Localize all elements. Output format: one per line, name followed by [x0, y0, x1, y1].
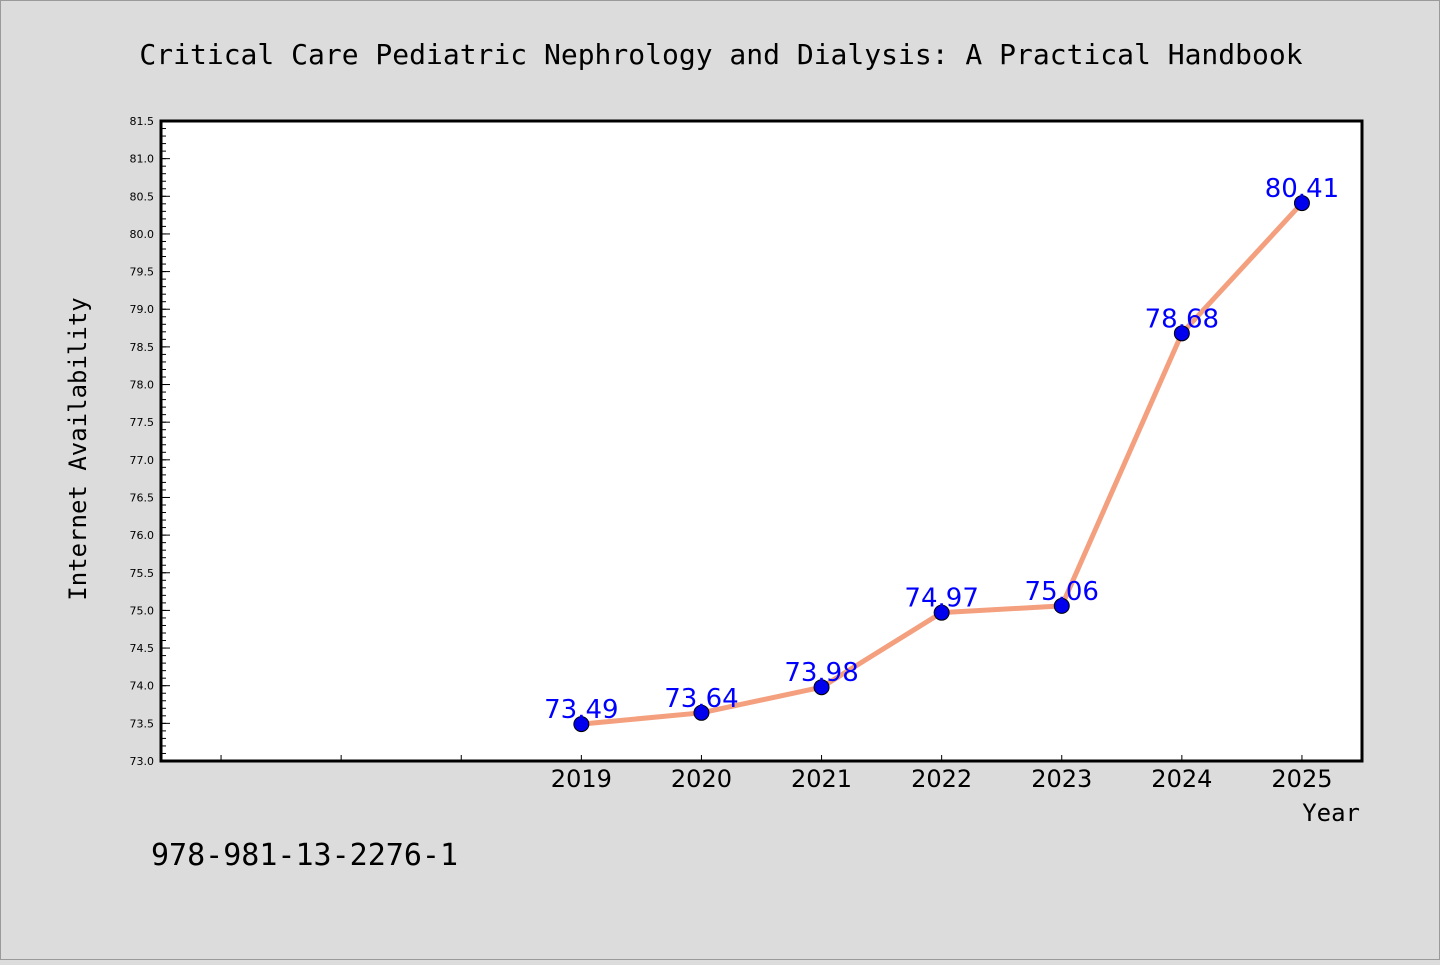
data-label: 73.64	[664, 684, 738, 714]
x-tick-label: 2020	[671, 765, 732, 793]
y-tick-label: 75.0	[130, 604, 155, 617]
x-tick-label: 2024	[1151, 765, 1212, 793]
y-tick-label: 77.5	[130, 416, 155, 429]
y-tick-label: 76.0	[130, 529, 155, 542]
x-tick-label: 2023	[1031, 765, 1092, 793]
y-tick-label: 76.5	[130, 491, 155, 504]
data-label: 78.68	[1145, 304, 1219, 334]
y-tick-label: 80.5	[130, 190, 155, 203]
data-point	[933, 604, 950, 621]
data-label: 73.49	[544, 695, 618, 725]
x-tick-label: 2025	[1271, 765, 1332, 793]
y-tick-label: 73.5	[130, 717, 155, 730]
y-tick-label: 80.0	[130, 228, 155, 241]
data-point	[1293, 195, 1310, 212]
x-axis-label: Year	[1302, 799, 1360, 827]
plot-area	[159, 119, 1364, 763]
data-point	[1053, 597, 1070, 614]
x-tick-label: 2022	[911, 765, 972, 793]
y-tick-label: 78.5	[130, 341, 155, 354]
x-tick-label: 2021	[791, 765, 852, 793]
data-point	[813, 679, 830, 696]
chart-title: Critical Care Pediatric Nephrology and D…	[139, 38, 1302, 71]
y-tick-label: 81.0	[130, 153, 155, 166]
data-point	[573, 716, 590, 733]
y-axis: 73.0 73.5 74.0 74.5 75.0 75.5 76.0 76.5 77.0 77.5…	[130, 115, 170, 768]
y-tick-label: 81.5	[130, 115, 155, 128]
y-tick-label: 79.5	[130, 266, 155, 279]
y-tick-label: 77.0	[130, 454, 155, 467]
isbn-text: 978-981-13-2276-1	[151, 838, 458, 873]
data-label: 74.97	[904, 584, 978, 614]
y-tick-label: 75.5	[130, 567, 155, 580]
data-labels: 73.49 73.64 73.98 74.97 75.06 78.68 80.41	[544, 174, 1339, 725]
data-point	[693, 704, 710, 721]
y-tick-label: 79.0	[130, 303, 155, 316]
y-tick-label: 73.0	[130, 755, 155, 768]
data-label: 80.41	[1265, 174, 1339, 204]
y-tick-label: 78.0	[130, 379, 155, 392]
x-axis: 2019 2020 2021 2022 2023 2024 2025	[220, 755, 1332, 793]
data-label: 75.06	[1025, 577, 1099, 607]
x-tick-label: 2019	[551, 765, 612, 793]
y-tick-label: 74.5	[130, 642, 155, 655]
data-point	[1173, 325, 1190, 342]
data-label: 73.98	[784, 658, 858, 688]
y-tick-label: 74.0	[130, 680, 155, 693]
series-line	[573, 195, 1310, 733]
y-axis-label: Internet Availability	[64, 297, 92, 600]
